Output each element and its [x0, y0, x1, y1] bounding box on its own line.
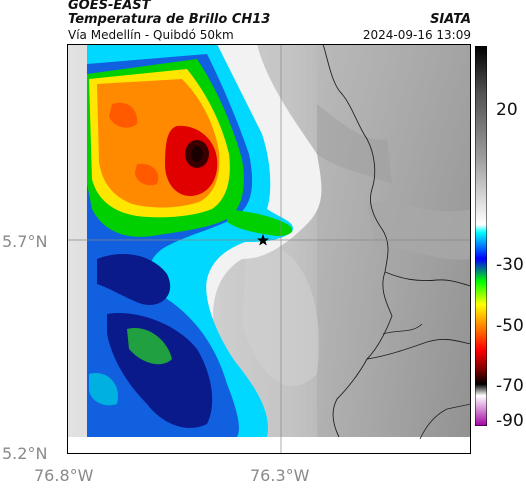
star-icon: [257, 234, 269, 246]
colorbar: [475, 46, 487, 426]
colorbar-tick: -70: [496, 376, 524, 396]
satellite-map: [67, 44, 471, 454]
colorbar-tick: -30: [496, 255, 524, 275]
lon-tick-label: 76.3°W: [250, 466, 310, 485]
region-subtitle: Vía Medellín - Quibdó 50km: [68, 28, 234, 42]
lat-tick-label: 5.2°N: [2, 444, 48, 463]
colorbar-tick: -90: [496, 411, 524, 431]
lat-tick-label: 5.7°N: [2, 232, 48, 251]
border-line: [322, 44, 393, 438]
colorbar-tick: -50: [496, 316, 524, 336]
timestamp-label: 2024-09-16 13:09: [362, 28, 471, 42]
lon-tick-label: 76.8°W: [34, 466, 94, 485]
colorbar-tick: 20: [496, 100, 518, 120]
organization-label: SIATA: [430, 12, 471, 27]
product-title: Temperatura de Brillo CH13: [68, 12, 271, 27]
satellite-name: GOES-EAST: [68, 0, 151, 13]
